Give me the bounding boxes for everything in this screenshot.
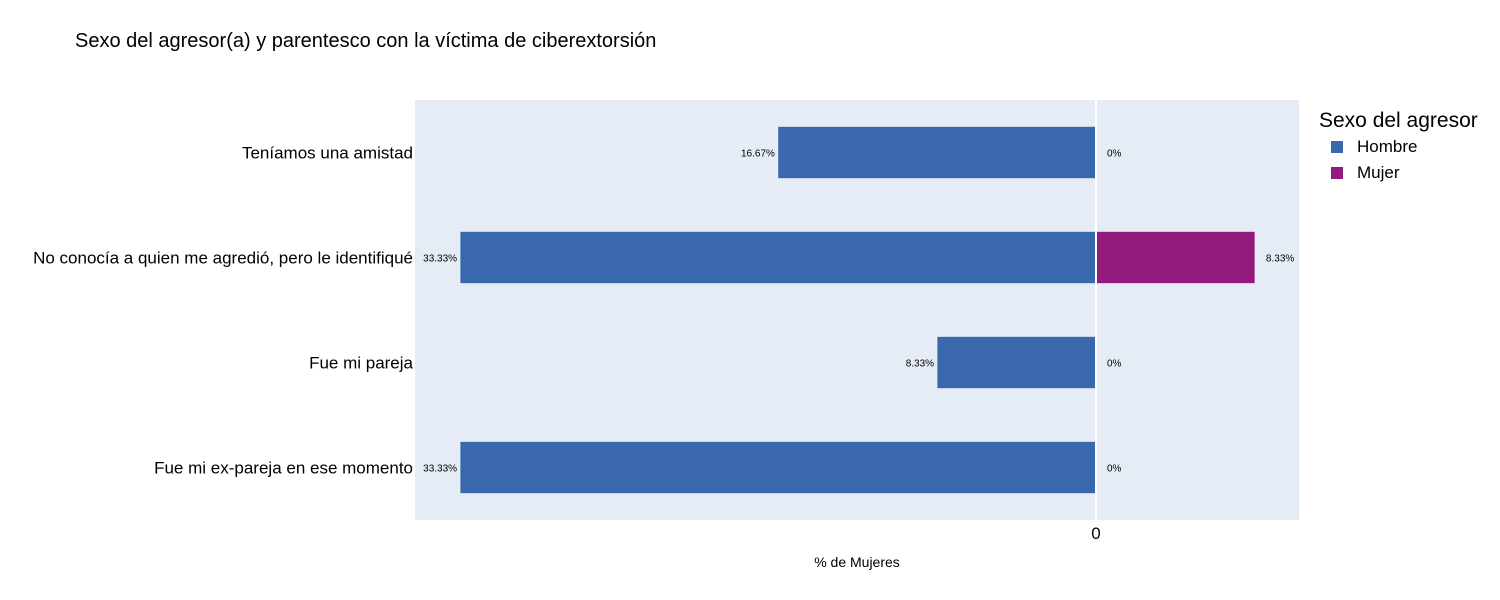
legend-label-mujer: Mujer (1357, 163, 1400, 182)
bar-hombre[interactable] (936, 336, 1097, 389)
legend-swatch-hombre (1331, 141, 1343, 153)
bar-hombre[interactable] (459, 441, 1097, 494)
legend-item-hombre[interactable]: Hombre (1319, 134, 1478, 160)
data-label-mujer: 0% (1107, 464, 1122, 475)
data-label-mujer: 8.33% (1266, 254, 1294, 265)
bar-hombre[interactable] (777, 126, 1097, 179)
bar-hombre[interactable] (459, 231, 1097, 284)
category-label: Fue mi pareja (309, 354, 413, 373)
x-axis-ticks: 0 (1091, 524, 1100, 543)
legend-title: Sexo del agresor (1319, 109, 1478, 132)
category-label: Fue mi ex-pareja en ese momento (154, 459, 413, 478)
category-label: Teníamos una amistad (242, 144, 413, 163)
labels-layer: 16.67% 0% 33.33% 8.33% 8.33% 0% 33.33% 0% (423, 149, 1294, 475)
data-label-hombre: 8.33% (906, 359, 934, 370)
data-label-hombre: 16.67% (741, 149, 775, 160)
legend-label-hombre: Hombre (1357, 137, 1418, 156)
legend: Sexo del agresor Hombre Mujer (1319, 108, 1478, 186)
data-label-hombre: 33.33% (423, 254, 457, 265)
bar-mujer[interactable] (1095, 231, 1256, 284)
data-label-mujer: 0% (1107, 359, 1122, 370)
category-label: No conocía a quien me agredió, pero le i… (33, 249, 413, 268)
category-axis: Teníamos una amistad No conocía a quien m… (33, 144, 413, 478)
data-label-hombre: 33.33% (423, 464, 457, 475)
chart-title: Sexo del agresor(a) y parentesco con la … (75, 30, 657, 52)
x-axis-title: % de Mujeres (814, 554, 900, 570)
x-tick-label: 0 (1091, 524, 1100, 543)
legend-item-mujer[interactable]: Mujer (1319, 160, 1478, 186)
data-label-mujer: 0% (1107, 149, 1122, 160)
legend-swatch-mujer (1331, 167, 1343, 179)
